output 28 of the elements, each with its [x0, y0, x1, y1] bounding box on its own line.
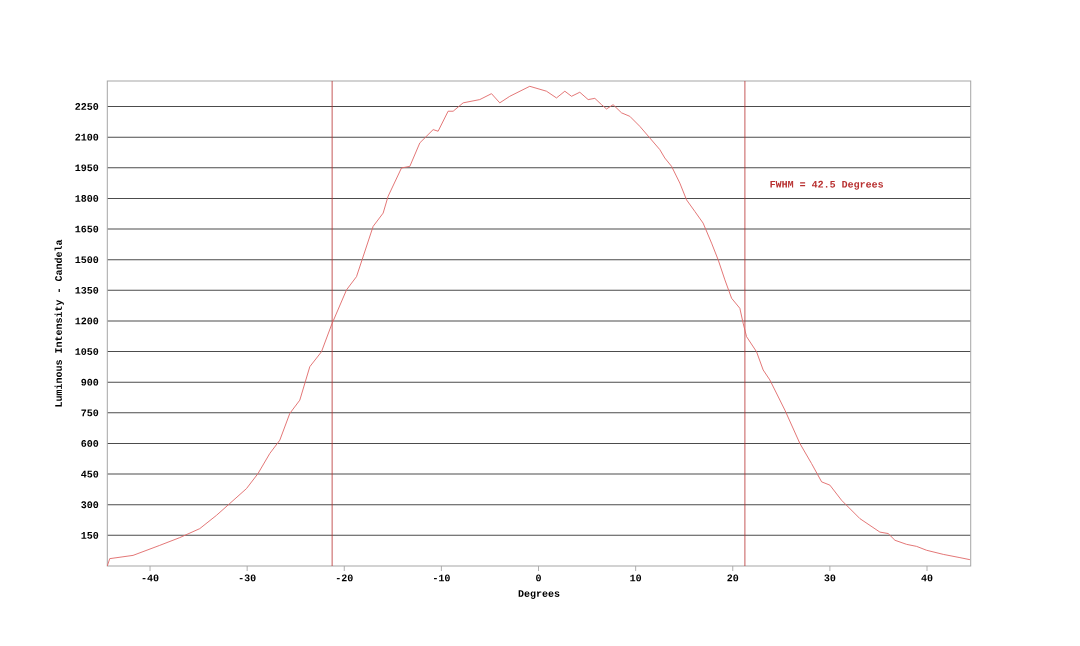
y-tick-label: 450 — [81, 470, 99, 478]
x-tick-label: -30 — [239, 574, 256, 582]
x-tick-label: 40 — [921, 574, 933, 582]
y-tick-label: 900 — [81, 378, 99, 386]
y-tick-label: 1050 — [75, 348, 99, 355]
y-tick-label: 600 — [81, 440, 99, 447]
y-axis-title: Luminous Intensity - Candela — [54, 239, 64, 407]
y-tick-label: 1350 — [75, 286, 99, 294]
x-tick-label: 10 — [630, 574, 642, 582]
y-tick-label: 150 — [81, 531, 99, 539]
y-tick-label: 2100 — [75, 133, 99, 141]
y-tick-label: 1500 — [75, 256, 99, 264]
x-tick-label: -40 — [142, 574, 159, 582]
annotation: FWHM = 42.5 Degrees — [770, 180, 884, 190]
x-tick-label: 20 — [727, 574, 739, 582]
y-tick-label: 300 — [81, 501, 99, 509]
x-tick-label: -10 — [433, 574, 450, 582]
y-tick-label: 1800 — [75, 195, 99, 202]
y-tick-label: 1200 — [75, 317, 99, 325]
y-tick-label: 1650 — [75, 225, 99, 233]
y-tick-label: 2250 — [75, 103, 99, 110]
x-tick-label: 30 — [824, 574, 836, 582]
line-series — [106, 85, 971, 567]
y-tick-label: 1950 — [75, 164, 99, 172]
y-tick-label: 750 — [81, 409, 99, 417]
x-axis-title: Degrees — [518, 590, 560, 599]
x-tick-label: 0 — [536, 574, 541, 582]
x-tick-label: -20 — [336, 574, 353, 582]
